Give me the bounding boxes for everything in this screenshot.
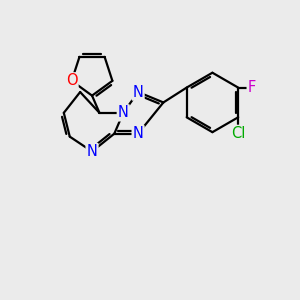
Text: O: O [66,73,77,88]
Text: Cl: Cl [231,126,245,141]
Text: N: N [133,85,143,100]
Text: N: N [87,144,98,159]
Text: N: N [133,126,143,141]
Text: N: N [118,105,129,120]
Text: F: F [248,80,256,95]
